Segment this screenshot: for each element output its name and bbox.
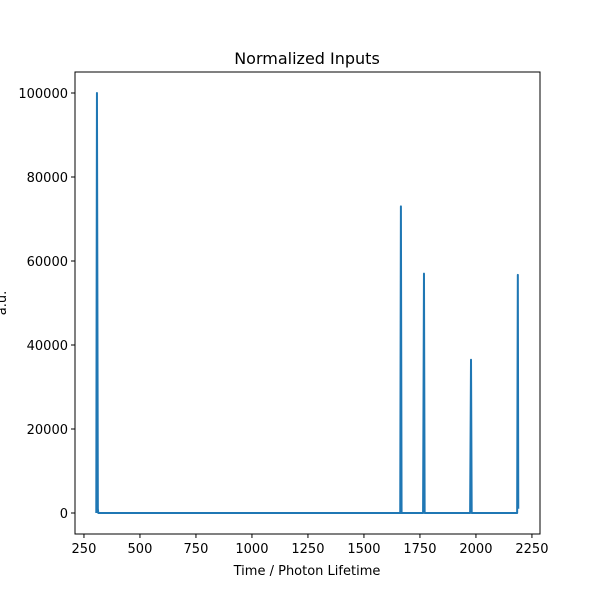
y-tick-label: 40000 (27, 339, 68, 354)
y-tick-label: 0 (60, 507, 68, 522)
y-tick-label: 80000 (27, 171, 68, 186)
y-axis-label: a.u. (0, 291, 10, 315)
x-tick-label: 1750 (403, 542, 436, 557)
x-tick-label: 500 (128, 542, 153, 557)
x-tick-label: 250 (72, 542, 97, 557)
x-tick-label: 750 (184, 542, 209, 557)
x-tick-label: 2000 (459, 542, 492, 557)
x-axis-label: Time / Photon Lifetime (233, 564, 381, 579)
x-tick-label: 2250 (515, 542, 548, 557)
data-line (95, 92, 520, 514)
x-tick-label: 1500 (347, 542, 380, 557)
y-tick-label: 60000 (27, 255, 68, 270)
y-tick-label: 20000 (27, 423, 68, 438)
y-tick-label: 100000 (18, 87, 68, 102)
chart-title: Normalized Inputs (234, 49, 380, 68)
x-tick-label: 1000 (235, 542, 268, 557)
plot-frame (74, 71, 541, 535)
x-tick-label: 1250 (291, 542, 324, 557)
